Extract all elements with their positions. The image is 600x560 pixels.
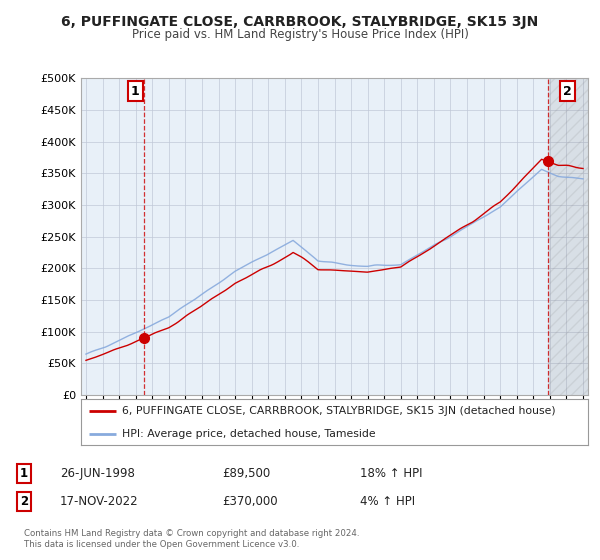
Text: 4% ↑ HPI: 4% ↑ HPI <box>360 494 415 508</box>
Bar <box>548 78 592 395</box>
Text: £89,500: £89,500 <box>222 466 270 480</box>
Text: 18% ↑ HPI: 18% ↑ HPI <box>360 466 422 480</box>
Text: 1: 1 <box>20 466 28 480</box>
Text: 26-JUN-1998: 26-JUN-1998 <box>60 466 135 480</box>
Text: 2: 2 <box>20 494 28 508</box>
Text: 17-NOV-2022: 17-NOV-2022 <box>60 494 139 508</box>
Text: HPI: Average price, detached house, Tameside: HPI: Average price, detached house, Tame… <box>122 429 375 438</box>
Text: Contains HM Land Registry data © Crown copyright and database right 2024.
This d: Contains HM Land Registry data © Crown c… <box>24 529 359 549</box>
Text: 6, PUFFINGATE CLOSE, CARRBROOK, STALYBRIDGE, SK15 3JN: 6, PUFFINGATE CLOSE, CARRBROOK, STALYBRI… <box>61 15 539 29</box>
Text: £370,000: £370,000 <box>222 494 278 508</box>
Text: 2: 2 <box>563 85 572 97</box>
Text: 6, PUFFINGATE CLOSE, CARRBROOK, STALYBRIDGE, SK15 3JN (detached house): 6, PUFFINGATE CLOSE, CARRBROOK, STALYBRI… <box>122 406 555 416</box>
Text: Price paid vs. HM Land Registry's House Price Index (HPI): Price paid vs. HM Land Registry's House … <box>131 28 469 41</box>
Text: 1: 1 <box>131 85 140 97</box>
